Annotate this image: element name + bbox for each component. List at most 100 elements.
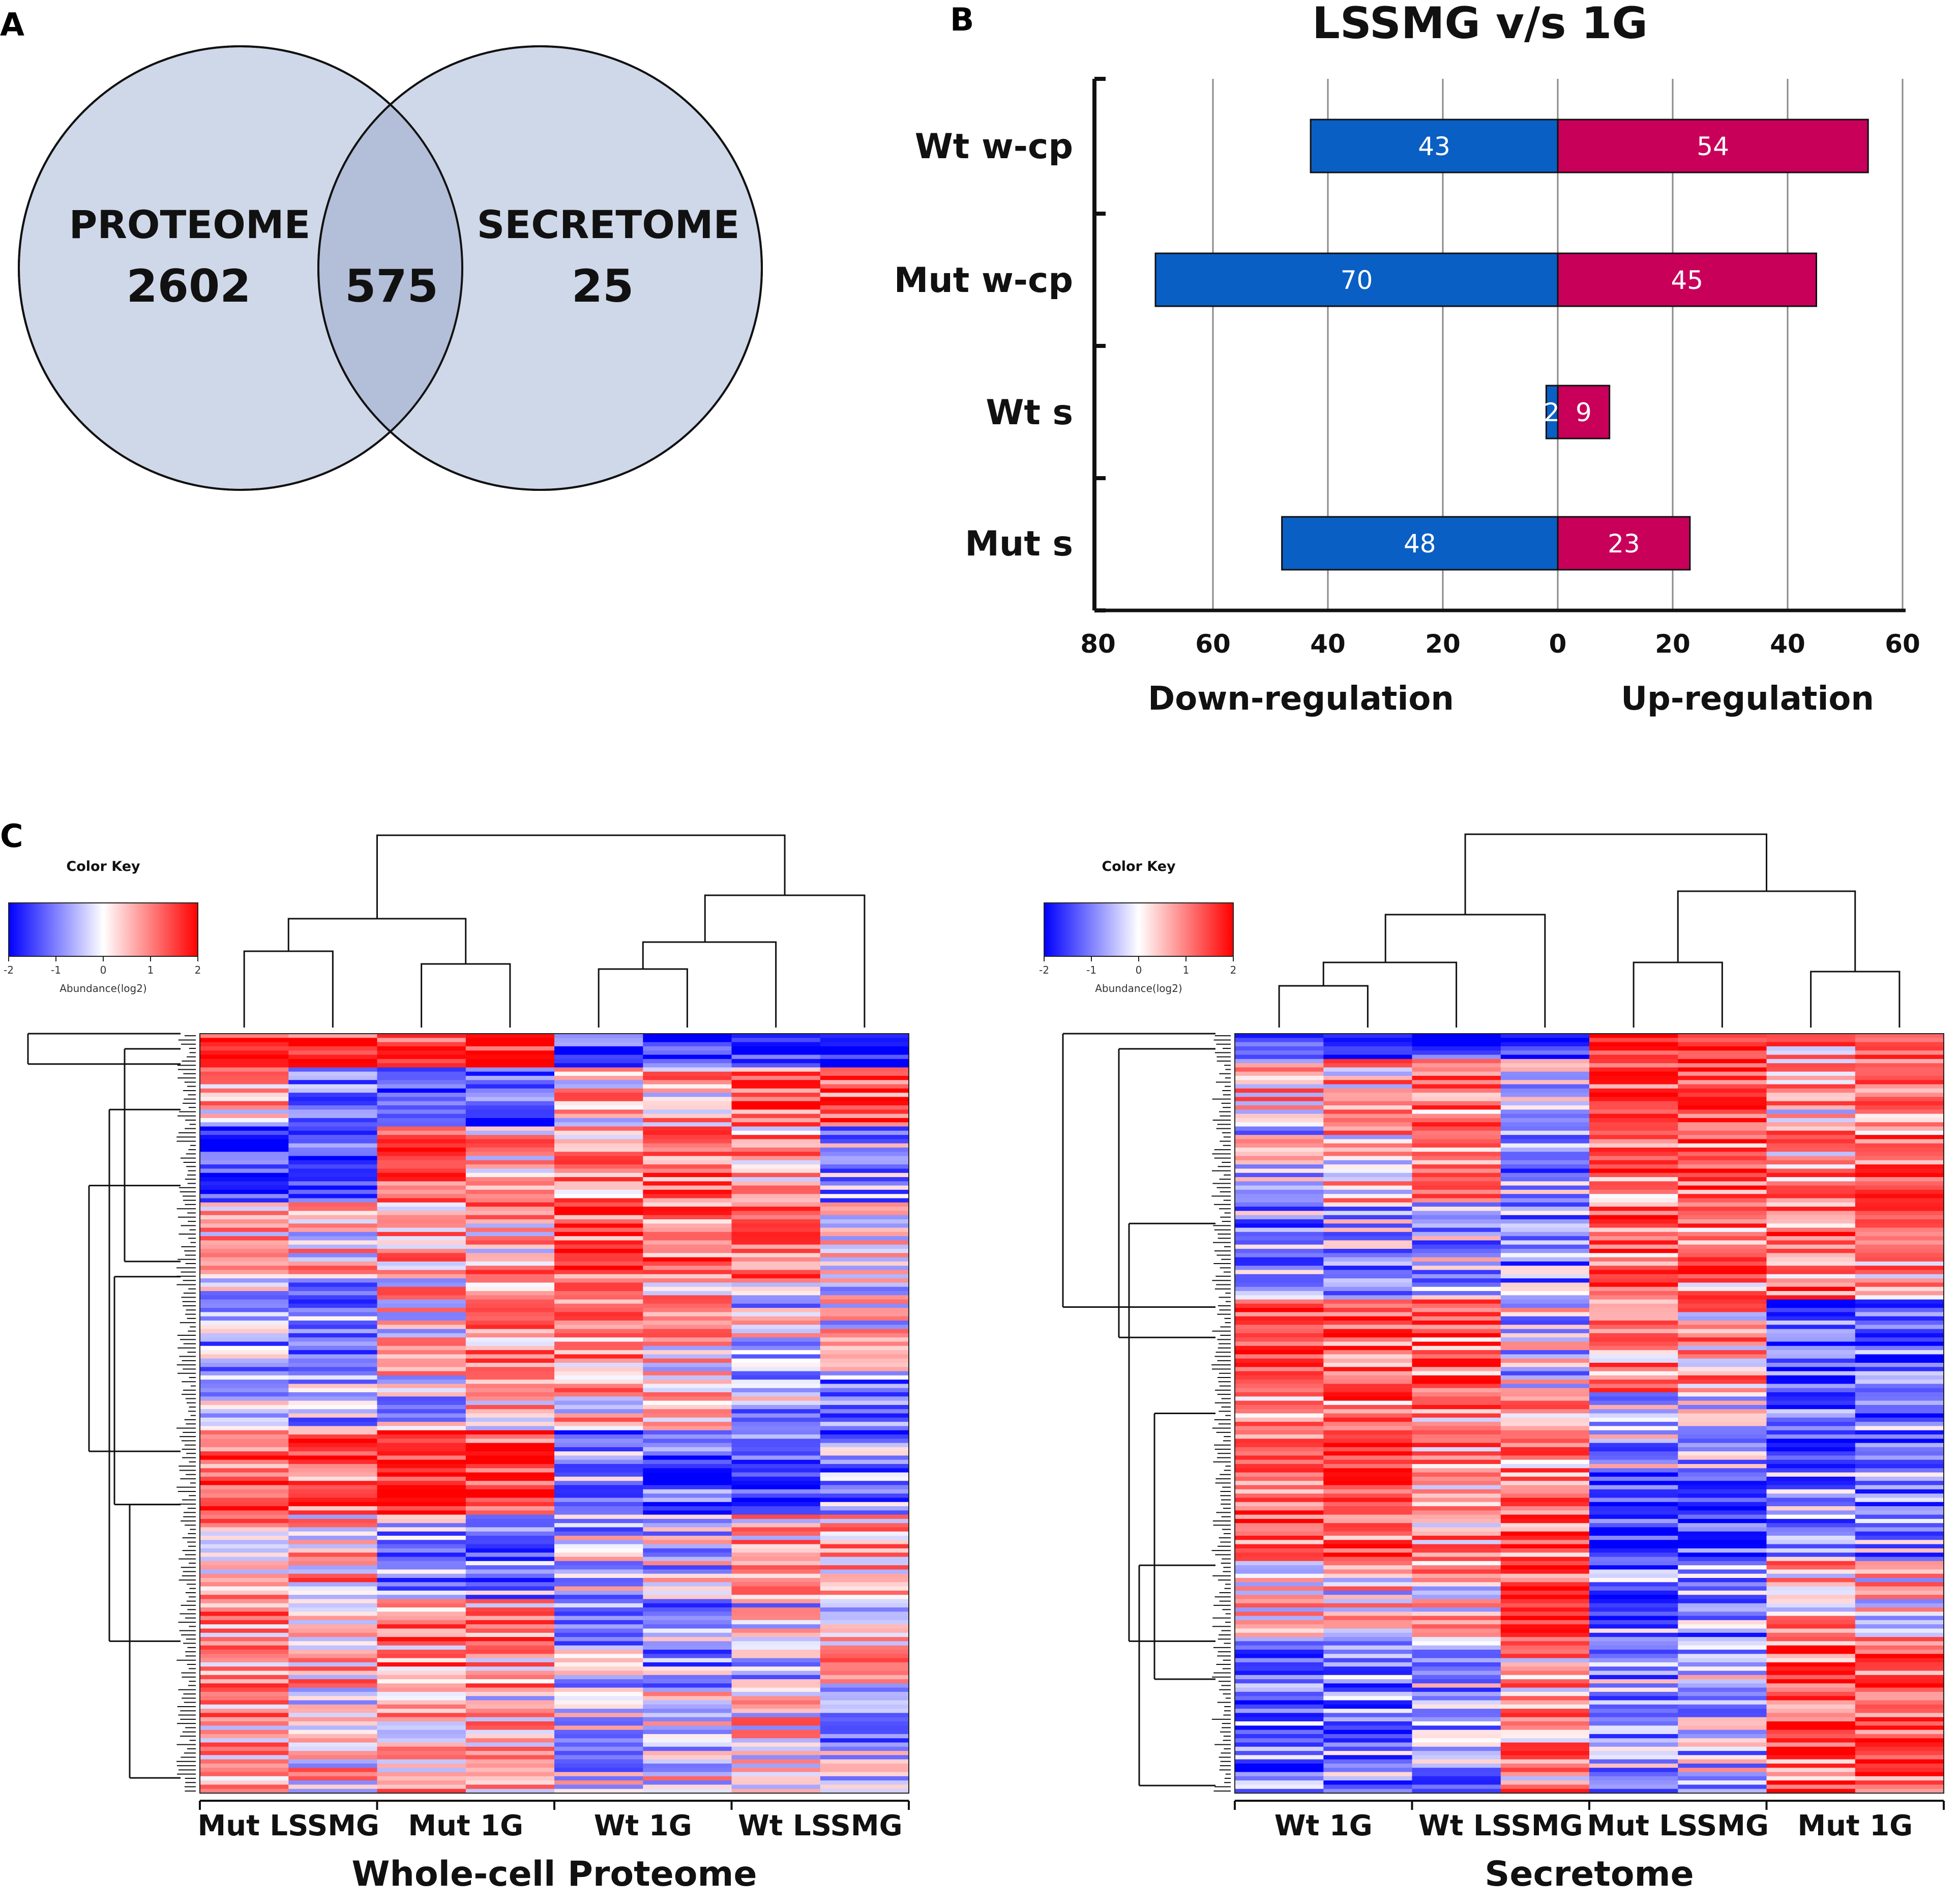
heatmap-cell bbox=[1589, 1464, 1678, 1469]
heatmap-cell bbox=[200, 1498, 289, 1503]
dendro-branch bbox=[704, 894, 866, 1028]
heatmap-cell bbox=[643, 1084, 732, 1089]
heatmap-cell bbox=[1412, 1249, 1501, 1253]
heatmap-cell bbox=[465, 1063, 555, 1068]
heatmap-cell bbox=[1678, 1586, 1767, 1591]
heatmap-cell bbox=[1766, 1704, 1856, 1709]
heatmap-cell bbox=[377, 1704, 466, 1709]
heatmap-cell bbox=[731, 1097, 821, 1102]
heatmap-cell bbox=[820, 1506, 909, 1511]
heatmap-cell bbox=[1855, 1236, 1944, 1241]
heatmap-cell bbox=[820, 1143, 909, 1148]
heatmap-cell bbox=[1500, 1628, 1590, 1633]
heatmap-cell bbox=[200, 1219, 289, 1224]
heatmap-cell bbox=[1323, 1536, 1413, 1540]
heatmap-cell bbox=[554, 1573, 643, 1578]
heatmap-cell bbox=[1235, 1080, 1324, 1085]
heatmap-cell bbox=[1235, 1341, 1324, 1346]
heatmap-cell bbox=[643, 1308, 732, 1312]
heatmap-cell bbox=[377, 1514, 466, 1519]
heatmap-cell bbox=[200, 1586, 289, 1591]
heatmap-cell bbox=[1323, 1211, 1413, 1216]
heatmap-cell bbox=[643, 1780, 732, 1785]
heatmap-cell bbox=[731, 1093, 821, 1097]
heatmap-cell bbox=[731, 1404, 821, 1410]
heatmap-cell bbox=[377, 1632, 466, 1637]
heatmap-cell bbox=[1323, 1034, 1413, 1038]
heatmap-cell bbox=[377, 1527, 466, 1532]
heatmap-cell bbox=[731, 1139, 821, 1144]
heatmap-cell bbox=[1412, 1553, 1501, 1558]
heatmap-cell bbox=[1412, 1434, 1501, 1439]
heatmap-cell bbox=[1500, 1156, 1590, 1161]
heatmap-cell bbox=[288, 1139, 378, 1144]
heatmap-cell bbox=[1589, 1303, 1678, 1308]
heatmap-cell bbox=[731, 1595, 821, 1600]
heatmap-cell bbox=[1235, 1510, 1324, 1515]
heatmap-cell bbox=[1678, 1253, 1767, 1258]
heatmap-cell bbox=[288, 1472, 378, 1477]
heatmap-cell bbox=[1500, 1502, 1590, 1507]
heatmap-cell bbox=[200, 1768, 289, 1773]
category-label: Wt w-cp bbox=[915, 127, 1073, 167]
heatmap-cell bbox=[465, 1215, 555, 1220]
heatmap-cell bbox=[1855, 1443, 1944, 1448]
heatmap-cell bbox=[1500, 1367, 1590, 1372]
heatmap-cell bbox=[1412, 1118, 1501, 1123]
heatmap-cell bbox=[1589, 1683, 1678, 1688]
heatmap-cell bbox=[1412, 1730, 1501, 1735]
heatmap-cell bbox=[1766, 1502, 1856, 1507]
heatmap-cell bbox=[465, 1472, 555, 1477]
heatmap-cell bbox=[820, 1316, 909, 1321]
heatmap-cell bbox=[377, 1308, 466, 1312]
heatmap-cell bbox=[288, 1662, 378, 1667]
heatmap-cell bbox=[731, 1476, 821, 1481]
heatmap-cell bbox=[554, 1093, 643, 1097]
heatmap-cell bbox=[1323, 1506, 1413, 1511]
heatmap-cell bbox=[1412, 1075, 1501, 1080]
heatmap-cell bbox=[1412, 1396, 1501, 1401]
heatmap-cell bbox=[1235, 1717, 1324, 1722]
heatmap-cell bbox=[643, 1080, 732, 1085]
heatmap-cell bbox=[1412, 1303, 1501, 1308]
heatmap-cell bbox=[554, 1721, 643, 1726]
heatmap-cell bbox=[1412, 1569, 1501, 1574]
heatmap-cell bbox=[377, 1139, 466, 1144]
heatmap-cell bbox=[1678, 1730, 1767, 1735]
heatmap-cell bbox=[200, 1502, 289, 1507]
heatmap-cell bbox=[731, 1734, 821, 1739]
heatmap-cell bbox=[377, 1607, 466, 1612]
heatmap-cell bbox=[731, 1518, 821, 1524]
heatmap-cell bbox=[820, 1194, 909, 1199]
heatmap-cell bbox=[731, 1527, 821, 1532]
heatmap-cell bbox=[731, 1763, 821, 1768]
heatmap-cell bbox=[1412, 1084, 1501, 1089]
heatmap-cell bbox=[554, 1295, 643, 1300]
heatmap-cell bbox=[377, 1156, 466, 1161]
x-tick-label: 60 bbox=[1885, 629, 1920, 659]
heatmap-cell bbox=[1412, 1354, 1501, 1359]
heatmap-cell bbox=[731, 1354, 821, 1359]
heatmap-cell bbox=[200, 1325, 289, 1330]
heatmap-cell bbox=[465, 1654, 555, 1659]
heatmap-cell bbox=[1412, 1375, 1501, 1380]
heatmap-cell bbox=[1323, 1620, 1413, 1625]
heatmap-cell bbox=[377, 1553, 466, 1558]
heatmap-cell bbox=[465, 1274, 555, 1279]
heatmap-cell bbox=[1500, 1067, 1590, 1072]
heatmap-cell bbox=[1766, 1071, 1856, 1076]
heatmap-cell bbox=[1323, 1067, 1413, 1072]
heatmap-cell bbox=[1500, 1080, 1590, 1085]
heatmap-cell bbox=[1855, 1612, 1944, 1617]
heatmap-cell bbox=[1235, 1266, 1324, 1271]
heatmap-cell bbox=[1855, 1211, 1944, 1216]
heatmap-cell bbox=[200, 1341, 289, 1346]
heatmap-cell bbox=[1412, 1177, 1501, 1182]
heatmap-cell bbox=[1412, 1451, 1501, 1456]
heatmap-cell bbox=[465, 1485, 555, 1490]
heatmap-cell bbox=[1235, 1620, 1324, 1625]
heatmap-cell bbox=[288, 1308, 378, 1312]
heatmap-cell bbox=[200, 1101, 289, 1106]
heatmap-cell bbox=[554, 1232, 643, 1237]
heatmap-cell bbox=[465, 1059, 555, 1064]
